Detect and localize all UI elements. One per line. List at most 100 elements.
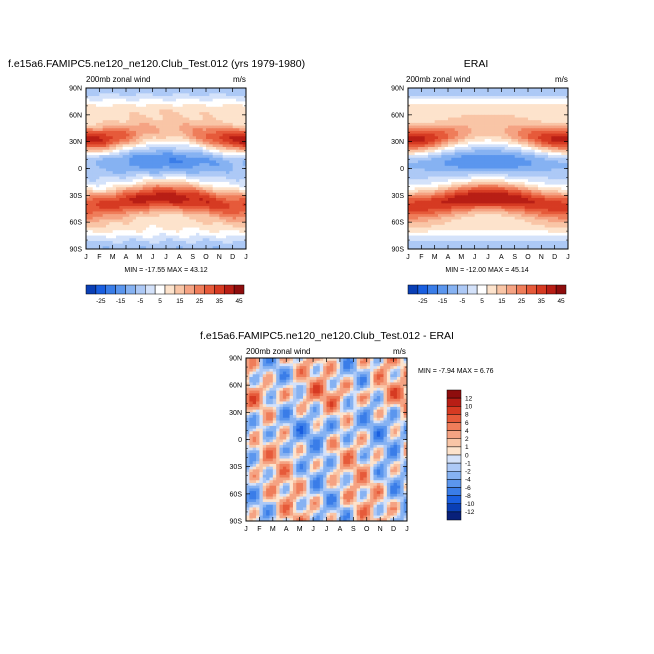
erai-cell — [508, 101, 512, 105]
erai-cell — [434, 152, 439, 156]
model-cell — [192, 125, 197, 129]
model-cell — [186, 219, 190, 223]
erai-cell — [451, 125, 456, 129]
erai-cell — [548, 133, 552, 137]
model-cell — [242, 117, 247, 121]
erai-cell — [408, 189, 412, 194]
model-cell — [226, 232, 230, 236]
model-cell — [226, 157, 230, 161]
erai-cell — [561, 101, 566, 105]
model-cell — [159, 101, 164, 105]
model-cell — [139, 224, 144, 228]
erai-cell — [521, 192, 526, 196]
model-cell — [202, 171, 207, 175]
model-cell — [159, 149, 164, 153]
model-cell — [119, 112, 124, 116]
erai-cell — [418, 136, 422, 140]
erai-cell — [411, 114, 416, 118]
erai-cell — [451, 128, 456, 132]
erai-cell — [544, 195, 549, 199]
model-cell — [199, 189, 204, 194]
erai-cell — [531, 198, 536, 202]
erai-cell — [428, 189, 432, 194]
erai-cell — [411, 138, 416, 143]
model-cell — [106, 176, 110, 180]
model-cell — [172, 227, 177, 231]
erai-cell — [434, 101, 439, 105]
erai-cell — [474, 125, 479, 129]
model-cell — [179, 187, 184, 191]
model-cell — [232, 93, 237, 97]
model-cell — [166, 214, 170, 218]
model-cell — [209, 112, 214, 116]
model-cell — [222, 179, 227, 183]
model-xtick-label: M — [136, 254, 142, 261]
model-cell — [142, 195, 147, 199]
erai-cell — [534, 179, 539, 183]
model-cell — [192, 101, 197, 105]
erai-cell — [528, 88, 532, 92]
erai-cell — [418, 106, 422, 110]
model-cell — [182, 106, 187, 110]
erai-cell — [414, 122, 419, 126]
model-cell — [179, 120, 184, 124]
model-cell — [172, 112, 177, 116]
erai-cell — [534, 189, 539, 194]
model-cell — [142, 93, 147, 97]
model-cell — [186, 125, 190, 129]
model-cell — [89, 114, 94, 118]
erai-cell — [478, 122, 482, 126]
model-cell — [236, 206, 240, 210]
erai-cell — [488, 112, 492, 116]
model-cell — [216, 200, 220, 204]
erai-cell — [481, 160, 486, 164]
erai-cell — [541, 93, 546, 97]
model-cell — [192, 149, 197, 153]
erai-cell — [431, 138, 436, 143]
model-cell — [86, 88, 90, 92]
erai-cell — [514, 112, 519, 116]
model-cell — [216, 141, 220, 145]
model-cell — [192, 187, 197, 191]
model-cell — [232, 88, 237, 92]
erai-cell — [494, 109, 499, 113]
erai-cell — [514, 147, 519, 151]
erai-cell — [421, 141, 426, 145]
model-cell — [86, 117, 90, 121]
erai-cell — [504, 155, 509, 159]
model-cell — [122, 219, 127, 223]
erai-cell — [458, 179, 462, 183]
model-cell — [142, 117, 147, 121]
model-cell — [89, 232, 94, 236]
model-cell — [132, 112, 137, 116]
model-cell — [242, 222, 247, 226]
model-cell — [109, 206, 114, 210]
model-cell — [142, 219, 147, 223]
erai-cell — [548, 152, 552, 156]
erai-cell — [424, 195, 429, 199]
erai-cell — [538, 168, 542, 172]
model-cell — [229, 149, 234, 153]
erai-cell — [531, 114, 536, 118]
model-cell — [169, 152, 174, 156]
model-cell — [116, 187, 120, 191]
model-cell — [212, 192, 217, 196]
erai-cell — [481, 112, 486, 116]
model-cell — [106, 155, 110, 159]
model-cell — [199, 109, 204, 113]
erai-cell — [441, 93, 446, 97]
erai-cell — [554, 157, 559, 161]
erai-cell — [418, 114, 422, 118]
model-cell — [159, 198, 164, 202]
erai-cell — [414, 155, 419, 159]
model-cell — [92, 224, 97, 228]
erai-cell — [438, 114, 442, 118]
erai-cell — [418, 90, 422, 94]
model-cell — [166, 187, 170, 191]
erai-cell — [431, 160, 436, 164]
model-cell — [239, 214, 244, 218]
model-cell — [176, 214, 180, 218]
model-cell — [232, 181, 237, 185]
erai-cell — [474, 189, 479, 194]
model-cell — [199, 149, 204, 153]
